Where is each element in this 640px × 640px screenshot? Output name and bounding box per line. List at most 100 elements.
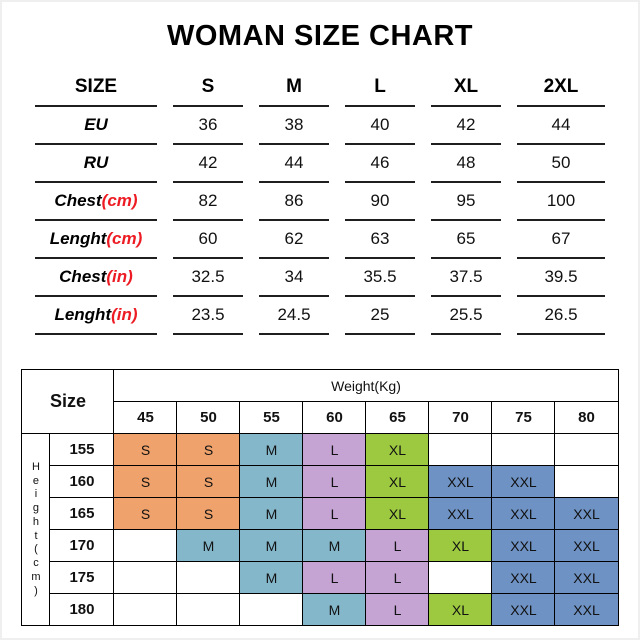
size-value-cell: 38	[259, 107, 329, 145]
size-table-header-size: SIZE	[35, 69, 157, 107]
size-value-cell: 50	[517, 145, 605, 183]
size-value-cell: 86	[259, 183, 329, 221]
row-label-text: EU	[84, 115, 108, 134]
weight-col-75: 75	[491, 401, 556, 434]
matrix-cell-empty	[491, 433, 556, 466]
height-row-170: 170	[49, 529, 115, 562]
size-value-cell: 42	[431, 107, 501, 145]
matrix-cell: M	[239, 433, 304, 466]
row-label-text: Lenght	[54, 305, 112, 324]
matrix-cell: XXL	[428, 465, 493, 498]
matrix-cell: L	[302, 561, 367, 594]
size-value-cell: 95	[431, 183, 501, 221]
weight-col-60: 60	[302, 401, 367, 434]
table-row: 180 M L XL XXL XXL	[22, 593, 619, 626]
matrix-cell: M	[302, 529, 367, 562]
size-value-cell: 24.5	[259, 297, 329, 335]
matrix-cell: XXL	[554, 497, 619, 530]
page-title: WOMAN SIZE CHART	[166, 20, 474, 52]
matrix-cell: M	[239, 465, 304, 498]
matrix-cell: S	[176, 433, 241, 466]
matrix-cell: XL	[365, 497, 430, 530]
size-value-cell: 60	[173, 221, 243, 259]
height-row-160: 160	[49, 465, 115, 498]
row-label-text: Lenght	[49, 229, 107, 248]
size-value-cell: 82	[173, 183, 243, 221]
matrix-cell: M	[302, 593, 367, 626]
matrix-cell: L	[365, 529, 430, 562]
weight-col-45: 45	[113, 401, 178, 434]
matrix-cell: S	[176, 465, 241, 498]
size-value-cell: 100	[517, 183, 605, 221]
size-table-header-l: L	[345, 69, 415, 107]
table-row: 165 S S M L XL XXL XXL XXL	[22, 497, 619, 530]
height-weight-table-body: Size Weight(Kg) 45 50 55 60 65 70 75 80 …	[21, 369, 619, 626]
table-row: H e i g h t ( c m ) 155 S S M L XL	[21, 433, 619, 626]
matrix-cell-empty	[239, 593, 304, 626]
row-label-unit: (in)	[106, 267, 133, 286]
size-value-cell: 37.5	[431, 259, 501, 297]
matrix-cell: XXL	[554, 529, 619, 562]
matrix-cell: M	[239, 561, 304, 594]
weight-col-70: 70	[428, 401, 493, 434]
row-label-chest-cm: Chest (cm)	[35, 183, 157, 221]
row-label-unit: (cm)	[106, 229, 143, 248]
row-label-unit: (in)	[111, 305, 138, 324]
matrix-cell: S	[176, 497, 241, 530]
matrix-cell-empty	[113, 561, 178, 594]
matrix-cell: XL	[428, 593, 493, 626]
table-row: 170 M M M L XL XXL XXL	[22, 529, 619, 562]
row-label-text: Chest	[54, 191, 102, 210]
corner-size-label: Size	[21, 369, 115, 434]
height-row-165: 165	[49, 497, 115, 530]
matrix-cell: XXL	[491, 561, 556, 594]
table-row: 45 50 55 60 65 70 75 80	[22, 401, 619, 434]
size-value-cell: 67	[517, 221, 605, 259]
row-label-ru: RU	[35, 145, 157, 183]
matrix-cell: S	[113, 465, 178, 498]
matrix-cell-empty	[176, 593, 241, 626]
row-label-lenght-in: Lenght (in)	[35, 297, 157, 335]
matrix-cell-empty	[113, 529, 178, 562]
row-label-text: Chest	[59, 267, 107, 286]
size-value-cell: 23.5	[173, 297, 243, 335]
size-value-cell: 32.5	[173, 259, 243, 297]
weight-col-65: 65	[365, 401, 430, 434]
matrix-cell: L	[302, 465, 367, 498]
matrix-cell: XXL	[491, 529, 556, 562]
size-value-cell: 46	[345, 145, 415, 183]
matrix-cell: L	[365, 561, 430, 594]
size-value-cell: 40	[345, 107, 415, 145]
height-weight-table: Size Weight(Kg) 45 50 55 60 65 70 75 80 …	[21, 369, 619, 626]
matrix-cell: XXL	[491, 593, 556, 626]
size-value-cell: 25	[345, 297, 415, 335]
matrix-cell: M	[176, 529, 241, 562]
matrix-cell-empty	[176, 561, 241, 594]
matrix-cell: M	[239, 497, 304, 530]
size-table-header-xl: XL	[431, 69, 501, 107]
row-label-text: RU	[83, 153, 109, 172]
matrix-cell: XXL	[491, 465, 556, 498]
matrix-cell-empty	[554, 433, 619, 466]
table-row: 160 S S M L XL XXL XXL	[22, 465, 619, 498]
matrix-cell: XXL	[554, 561, 619, 594]
size-value-cell: 26.5	[517, 297, 605, 335]
row-label-chest-in: Chest (in)	[35, 259, 157, 297]
row-label-lenght-cm: Lenght (cm)	[35, 221, 157, 259]
size-value-cell: 34	[259, 259, 329, 297]
matrix-cell: XXL	[554, 593, 619, 626]
size-value-cell: 44	[259, 145, 329, 183]
matrix-cell: L	[302, 433, 367, 466]
size-value-cell: 65	[431, 221, 501, 259]
weight-kg-header: Weight(Kg)	[113, 369, 619, 402]
size-value-cell: 90	[345, 183, 415, 221]
matrix-cell: L	[302, 497, 367, 530]
matrix-cell: XL	[365, 433, 430, 466]
height-row-155: 155	[49, 433, 115, 466]
row-label-eu: EU	[35, 107, 157, 145]
size-table: SIZE S M L XL 2XL EU 36 38 40 42 44 RU 4…	[35, 69, 605, 335]
matrix-cell: XL	[365, 465, 430, 498]
matrix-cell: XXL	[428, 497, 493, 530]
weight-col-55: 55	[239, 401, 304, 434]
size-value-cell: 62	[259, 221, 329, 259]
